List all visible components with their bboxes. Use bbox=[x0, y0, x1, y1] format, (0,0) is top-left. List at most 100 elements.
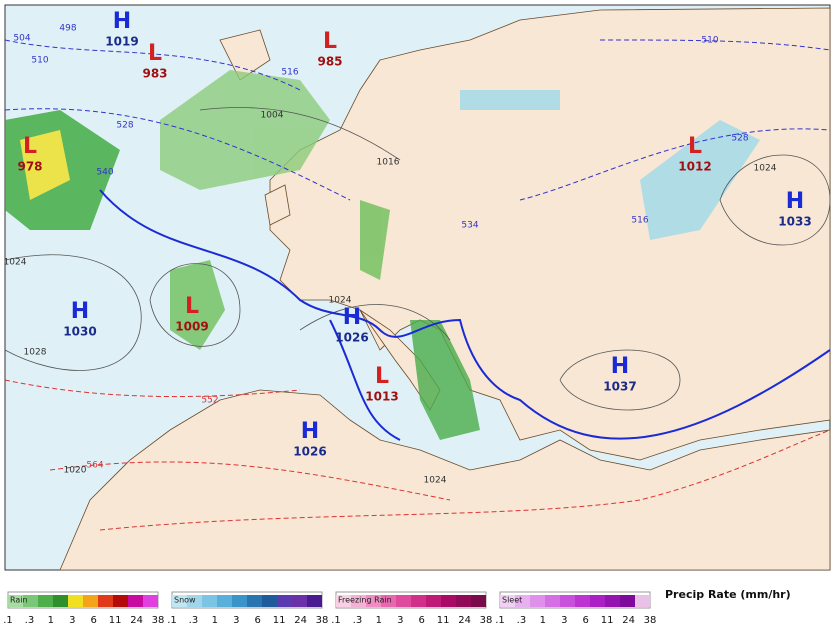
center-pressure: 1012 bbox=[678, 160, 711, 174]
legend-tick: .1 bbox=[331, 615, 341, 626]
legend-tick: 6 bbox=[419, 615, 425, 626]
center-pressure: 978 bbox=[17, 160, 42, 174]
legend-swatch bbox=[113, 595, 128, 607]
center-pressure: 985 bbox=[317, 55, 342, 69]
center-pressure: 1033 bbox=[778, 215, 811, 229]
legend-swatch bbox=[605, 595, 620, 607]
legend: Precip Rate (mm/hr) Rain.1.3 1 3 6 11 24 38Sno… bbox=[3, 588, 790, 626]
legend-swatch bbox=[128, 595, 143, 607]
legend-tick: 38 bbox=[480, 615, 493, 626]
legend-tick: 3 bbox=[69, 615, 75, 626]
legend-tick: 3 bbox=[233, 615, 239, 626]
center-letter: H bbox=[301, 419, 319, 444]
legend-tick: 1 bbox=[48, 615, 54, 626]
legend-swatch bbox=[307, 595, 322, 607]
contour-label: 540 bbox=[96, 168, 113, 178]
center-letter: H bbox=[343, 305, 361, 330]
contour-label: 1020 bbox=[64, 466, 87, 476]
contour-label: 528 bbox=[116, 121, 133, 131]
precip bbox=[5, 70, 760, 440]
legend-swatch bbox=[187, 595, 202, 607]
legend-swatch bbox=[411, 595, 426, 607]
legend-swatch bbox=[172, 595, 187, 607]
center-letter: H bbox=[113, 9, 131, 34]
legend-tick: 1 bbox=[376, 615, 382, 626]
legend-swatch bbox=[53, 595, 68, 607]
contour-label: 1024 bbox=[754, 164, 777, 174]
legend-swatch bbox=[351, 595, 366, 607]
center-letter: H bbox=[611, 354, 629, 379]
legend-tick: .3 bbox=[517, 615, 527, 626]
legend-tick: .1 bbox=[495, 615, 505, 626]
legend-tick: 3 bbox=[561, 615, 567, 626]
legend-panel-name: Sleet bbox=[502, 596, 522, 605]
legend-tick: 6 bbox=[255, 615, 261, 626]
legend-swatch bbox=[441, 595, 456, 607]
center-pressure: 983 bbox=[142, 67, 167, 81]
legend-swatch bbox=[247, 595, 262, 607]
legend-tick: 38 bbox=[316, 615, 329, 626]
center-pressure: 1013 bbox=[365, 390, 398, 404]
contour-label: 1024 bbox=[4, 258, 27, 268]
legend-tick: 1 bbox=[212, 615, 218, 626]
center-letter: L bbox=[148, 41, 162, 66]
legend-title: Precip Rate (mm/hr) bbox=[665, 588, 791, 601]
legend-swatch bbox=[590, 595, 605, 607]
land bbox=[59, 7, 831, 571]
legend-swatch bbox=[366, 595, 381, 607]
contour-label: 552 bbox=[201, 396, 218, 406]
center-pressure: 1026 bbox=[335, 331, 368, 345]
legend-panel-name: Snow bbox=[174, 596, 196, 605]
contour-label: 516 bbox=[631, 216, 648, 226]
isobars bbox=[4, 39, 831, 531]
legend-tick: .1 bbox=[167, 615, 177, 626]
contour-label: 504 bbox=[13, 34, 30, 44]
center-letter: L bbox=[23, 134, 37, 159]
legend-swatch bbox=[292, 595, 307, 607]
legend-swatch bbox=[635, 595, 650, 607]
center-pressure: 1037 bbox=[603, 380, 636, 394]
legend-tick: 11 bbox=[437, 615, 450, 626]
legend-tick: 11 bbox=[109, 615, 122, 626]
legend-swatch bbox=[381, 595, 396, 607]
legend-swatch bbox=[277, 595, 292, 607]
legend-swatch bbox=[575, 595, 590, 607]
center-pressure: 1019 bbox=[105, 35, 138, 49]
contour-label: 534 bbox=[461, 221, 478, 231]
legend-swatch bbox=[217, 595, 232, 607]
legend-swatch bbox=[530, 595, 545, 607]
contour-label: 510 bbox=[31, 56, 48, 66]
legend-tick: 24 bbox=[458, 615, 471, 626]
legend-tick: .3 bbox=[25, 615, 35, 626]
legend-swatch bbox=[500, 595, 515, 607]
contour-label: 1028 bbox=[24, 348, 47, 358]
legend-swatch bbox=[98, 595, 113, 607]
legend-tick: 24 bbox=[622, 615, 635, 626]
contour-label: 1016 bbox=[377, 158, 400, 168]
legend-swatch bbox=[456, 595, 471, 607]
legend-swatch bbox=[620, 595, 635, 607]
legend-tick: 1 bbox=[540, 615, 546, 626]
legend-panel-name: Freezing Rain bbox=[338, 596, 392, 605]
legend-swatch bbox=[336, 595, 351, 607]
legend-swatch bbox=[8, 595, 23, 607]
legend-swatch bbox=[426, 595, 441, 607]
contour-label: 564 bbox=[86, 461, 103, 471]
center-letter: L bbox=[323, 29, 337, 54]
center-letter: L bbox=[185, 294, 199, 319]
legend-tick: 11 bbox=[601, 615, 614, 626]
center-letter: H bbox=[786, 189, 804, 214]
legend-tick: 38 bbox=[644, 615, 657, 626]
contour-label: 498 bbox=[59, 24, 76, 34]
center-letter: H bbox=[71, 299, 89, 324]
legend-swatch bbox=[515, 595, 530, 607]
legend-swatch bbox=[232, 595, 247, 607]
legend-tick: 24 bbox=[130, 615, 143, 626]
legend-swatch bbox=[560, 595, 575, 607]
legend-tick: 3 bbox=[397, 615, 403, 626]
legend-swatch bbox=[396, 595, 411, 607]
legend-tick: 38 bbox=[152, 615, 165, 626]
legend-panel-name: Rain bbox=[10, 596, 28, 605]
contour-label: 516 bbox=[281, 68, 298, 78]
